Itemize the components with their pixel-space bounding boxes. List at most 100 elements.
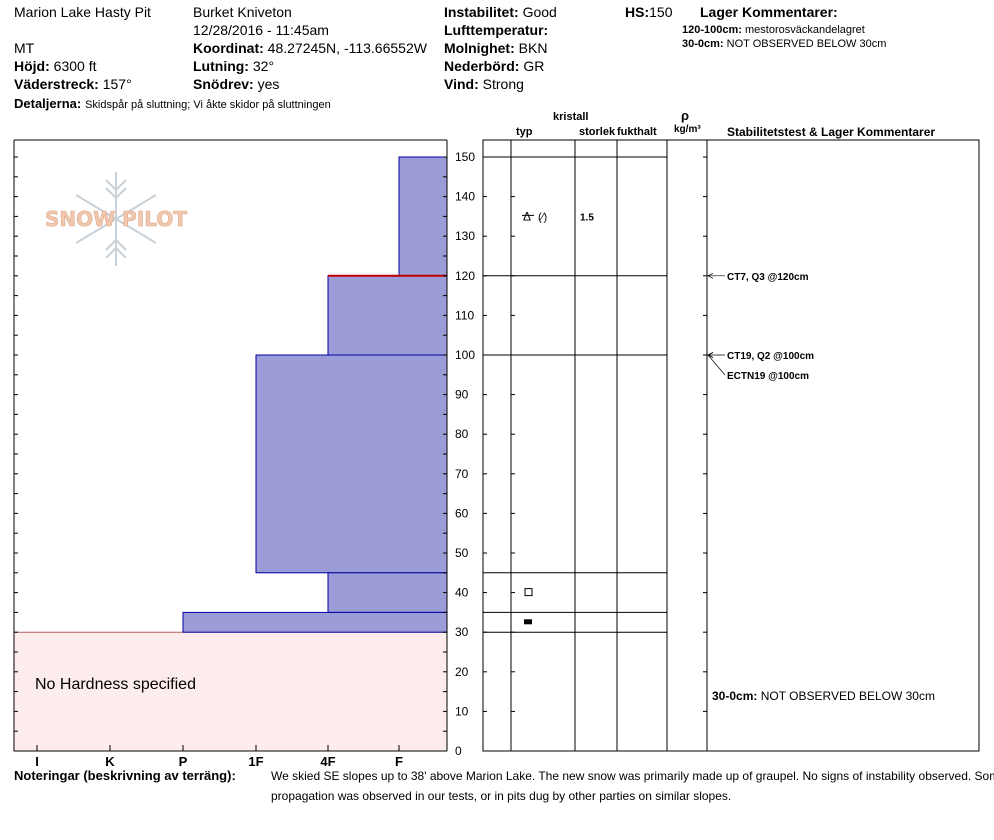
elevation-label: Höjd:: [14, 58, 50, 74]
test-pointer-arrow: [707, 352, 714, 358]
stability-test-label: CT19, Q2 @100cm: [727, 351, 814, 362]
layer-comment-text: NOT OBSERVED BELOW 30cm: [726, 38, 887, 50]
precip-row: Nederbörd: GR: [444, 58, 544, 74]
ice-layer-icon: [524, 619, 532, 625]
slope-value: 32°: [252, 58, 275, 74]
depth-tick-label: 50: [455, 546, 469, 560]
table-comment-text: NOT OBSERVED BELOW 30cm: [761, 689, 935, 703]
logo-text: SNOW PILOT: [45, 207, 187, 231]
depth-tick-label: 100: [455, 348, 475, 362]
col-kristall: kristall: [553, 111, 589, 123]
snowpilot-logo: SNOW PILOT: [45, 172, 188, 266]
depth-tick-label: 110: [455, 308, 474, 322]
depth-tick-label: 90: [455, 388, 469, 402]
hardness-layer-bar: [398, 156, 448, 277]
table-comment: 30-0cm: NOT OBSERVED BELOW 30cm: [712, 689, 935, 703]
depth-tick-label: 80: [455, 427, 469, 441]
elevation-row: Höjd: 6300 ft: [14, 58, 96, 74]
layer-comment-1: 120-100cm: mestorosväckandelagret: [682, 24, 865, 37]
table-frame: [482, 139, 980, 752]
coord-label: Koordinat:: [193, 40, 264, 56]
precip-label: Nederbörd:: [444, 58, 520, 74]
snowflake-icon: [75, 172, 157, 266]
sky-label: Molnighet:: [444, 40, 515, 56]
slope-label: Lutning:: [193, 58, 249, 74]
hardness-layer-bar: [327, 275, 448, 356]
table-comment-range: 30-0cm:: [712, 689, 761, 703]
depth-tick-label: 150: [455, 150, 475, 164]
layer-comments-title: Lager Kommentarer:: [700, 4, 838, 20]
col-fukthalt: fukthalt: [617, 126, 657, 138]
details-label: Detaljerna:: [14, 96, 82, 111]
depth-tick-label: 130: [455, 229, 475, 243]
no-hardness-text: No Hardness specified: [35, 676, 196, 693]
wind-value: Strong: [482, 76, 524, 92]
instability-label: Instabilitet:: [444, 4, 519, 20]
layer-comment-range: 30-0cm:: [682, 38, 724, 50]
precip-value: GR: [523, 58, 545, 74]
airtemp-label: Lufttemperatur:: [444, 22, 549, 38]
col-density-unit: kg/m³: [674, 124, 701, 135]
depth-tick-label: 70: [455, 467, 469, 481]
test-pointer-arrow: [707, 272, 714, 279]
location: Marion Lake Hasty Pit: [14, 4, 151, 20]
aspect-value: 157°: [102, 76, 132, 92]
graupel-icon: Δ: [523, 209, 531, 223]
stability-test-label: CT7, Q3 @120cm: [727, 272, 809, 283]
depth-tick-label: 30: [455, 625, 469, 639]
observer: Burket Kniveton: [193, 4, 292, 20]
no-hardness-region: [13, 631, 448, 752]
graupel-secondary-icon: (⁄): [538, 211, 547, 223]
datetime: 12/28/2016 - 11:45am: [193, 22, 329, 38]
coord-value: 48.27245N, -113.66552W: [267, 40, 427, 56]
hs-label: HS:: [625, 4, 650, 20]
faceted-crystal-icon: [524, 588, 533, 597]
hs-row: HS:150: [625, 4, 672, 20]
depth-tick-label: 120: [455, 269, 475, 283]
notes: Noteringar (beskrivning av terräng): We …: [14, 766, 994, 806]
col-typ: typ: [516, 126, 533, 138]
notes-label: Noteringar (beskrivning av terräng):: [14, 768, 236, 783]
airtemp-row: Lufttemperatur:: [444, 22, 548, 38]
hardness-tick-label: I: [35, 754, 39, 769]
hardness-layer-bar: [182, 611, 448, 633]
crystal-size: 1.5: [580, 212, 594, 223]
instability-row: Instabilitet: Good: [444, 4, 557, 20]
depth-tick-label: 140: [455, 190, 475, 204]
test-pointer-line: [707, 354, 726, 376]
depth-tick-label: 60: [455, 506, 469, 520]
hardness-layer-bar: [255, 354, 448, 574]
aspect-row: Väderstreck: 157°: [14, 76, 132, 92]
hs-value: 150: [649, 4, 673, 20]
layer-comment-text: mestorosväckandelagret: [745, 24, 865, 36]
wind-label: Vind:: [444, 76, 479, 92]
sky-row: Molnighet: BKN: [444, 40, 547, 56]
coord-row: Koordinat: 48.27245N, -113.66552W: [193, 40, 427, 56]
drift-value: yes: [257, 76, 280, 92]
hardness-layer-bar: [327, 572, 448, 613]
instability-value: Good: [522, 4, 557, 20]
col-stability: Stabilitetstest & Lager Kommentarer: [727, 125, 936, 139]
details-value: Skidspår på sluttning; Vi åkte skidor på…: [85, 99, 331, 111]
depth-tick-label: 20: [455, 665, 469, 679]
layer-comment-2: 30-0cm: NOT OBSERVED BELOW 30cm: [682, 38, 886, 51]
hardness-tick-label: 4F: [320, 754, 335, 769]
slope-row: Lutning: 32°: [193, 58, 274, 74]
depth-tick-label: 0: [455, 744, 462, 758]
depth-tick-label: 10: [455, 704, 469, 718]
wind-row: Vind: Strong: [444, 76, 524, 92]
aspect-label: Väderstreck:: [14, 76, 99, 92]
col-storlek: storlek: [579, 126, 616, 138]
drift-row: Snödrev: yes: [193, 76, 279, 92]
sky-value: BKN: [518, 40, 548, 56]
layer-comment-range: 120-100cm:: [682, 24, 742, 36]
hardness-tick-label: F: [395, 754, 403, 769]
notes-text: We skied SE slopes up to 38' above Mario…: [271, 769, 994, 803]
col-rho: ρ: [681, 108, 690, 123]
drift-label: Snödrev:: [193, 76, 254, 92]
hardness-tick-label: P: [179, 754, 188, 769]
details-row: Detaljerna: Skidspår på sluttning; Vi åk…: [14, 95, 331, 112]
hardness-tick-label: 1F: [248, 754, 263, 769]
elevation-value: 6300 ft: [53, 58, 97, 74]
